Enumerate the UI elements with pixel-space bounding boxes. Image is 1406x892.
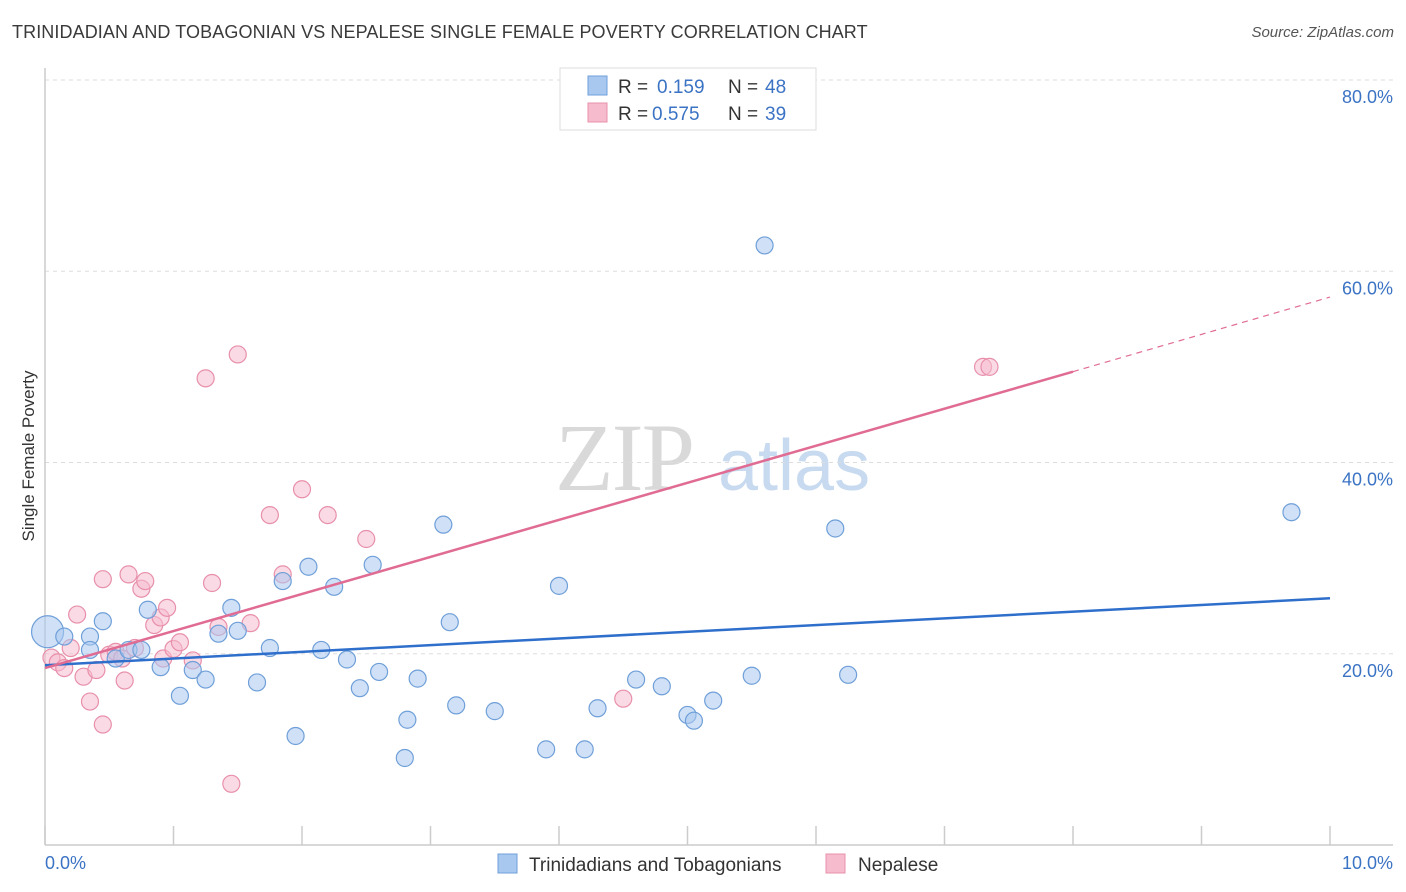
y-tick-labels: 20.0% 40.0% 60.0% 80.0%	[1342, 87, 1393, 681]
nepalese-point	[157, 598, 177, 617]
trinidadian-point	[395, 748, 414, 768]
trinidadian-point	[93, 612, 112, 631]
trinidadian-point	[826, 519, 845, 538]
legend: R = 0.159 N = 48 R = 0.575 N = 39	[559, 67, 817, 131]
trinidadian-point	[485, 702, 504, 721]
nepalese-point	[93, 715, 112, 734]
trinidadian-point	[652, 677, 671, 696]
trinidadian-point	[55, 627, 74, 646]
trend-line-nepalese-extension	[1072, 296, 1331, 373]
trinidadian-point	[151, 658, 170, 677]
nepalese-point	[136, 571, 155, 591]
nepalese-point	[260, 505, 279, 525]
nepalese-point	[228, 345, 247, 364]
legend-swatch-blue	[587, 75, 608, 96]
trinidadian-point	[588, 699, 607, 718]
bottom-legend-swatch-blue	[497, 853, 518, 874]
legend-r-value-2: 0.575	[652, 104, 700, 125]
legend-n-label-1: N =	[728, 77, 758, 98]
source-label: Source: ZipAtlas.com	[1251, 24, 1394, 41]
trinidadian-point	[704, 691, 723, 710]
trinidadian-point	[228, 621, 247, 640]
nepalese-point	[119, 565, 138, 584]
nepalese-point	[318, 505, 337, 525]
trinidadian-point	[209, 624, 228, 643]
legend-n-value-1: 48	[765, 77, 786, 98]
legend-n-value-2: 39	[765, 104, 786, 125]
series-nepalese-points	[42, 345, 999, 793]
nepalese-point	[170, 633, 190, 652]
trinidadian-point	[434, 515, 453, 534]
y-tick-label-40: 40.0%	[1342, 470, 1393, 490]
nepalese-point	[68, 605, 87, 624]
nepalese-point	[93, 570, 112, 589]
bottom-legend-label-nepalese: Nepalese	[858, 855, 938, 876]
trinidadian-point	[299, 557, 318, 576]
nepalese-point	[222, 774, 241, 793]
trinidadian-point	[549, 576, 569, 595]
y-tick-label-20: 20.0%	[1342, 661, 1393, 681]
nepalese-point	[80, 692, 100, 711]
y-tick-label-80: 80.0%	[1342, 87, 1393, 107]
trinidadian-point	[742, 666, 761, 685]
nepalese-point	[614, 689, 633, 708]
trend-line-nepalese	[44, 370, 1074, 670]
trinidadian-point	[132, 640, 151, 660]
x-tick-label-max: 10.0%	[1342, 853, 1393, 873]
trend-line-trinidadian	[44, 597, 1331, 667]
trinidadian-point	[170, 686, 190, 705]
trinidadian-point	[440, 613, 459, 632]
trinidadian-point	[337, 650, 357, 669]
trinidadian-point	[755, 236, 774, 255]
trinidadian-point	[247, 673, 267, 692]
legend-swatch-pink	[587, 102, 608, 123]
bottom-legend-swatch-pink	[825, 853, 846, 874]
bottom-legend: Trinidadians and Tobagonians Nepalese	[497, 853, 938, 876]
legend-r-value-1: 0.159	[657, 77, 705, 98]
trinidadian-point	[684, 711, 704, 730]
y-axis-label: Single Female Poverty	[19, 370, 38, 542]
trinidadian-point	[183, 660, 202, 680]
trinidadian-point	[138, 600, 157, 619]
watermark-zip: ZIP	[555, 404, 693, 511]
trinidadian-point	[286, 726, 305, 746]
trinidadian-point	[575, 740, 594, 759]
nepalese-point	[202, 573, 222, 593]
nepalese-point	[115, 671, 134, 690]
legend-r-label-1: R =	[618, 77, 648, 98]
watermark: ZIP atlas	[555, 404, 870, 511]
trinidadian-point	[398, 710, 417, 729]
nepalese-point	[357, 529, 376, 549]
bottom-legend-label-trinidadian: Trinidadians and Tobagonians	[529, 855, 781, 876]
trinidadian-point	[537, 740, 556, 759]
legend-r-label-2: R =	[618, 104, 648, 125]
nepalese-point	[980, 357, 999, 376]
trinidadian-point	[1282, 503, 1301, 522]
trinidadian-point	[370, 662, 389, 682]
trinidadian-point	[626, 670, 646, 689]
chart-title: TRINIDADIAN AND TOBAGONIAN VS NEPALESE S…	[12, 22, 868, 42]
trinidadian-point	[350, 679, 369, 698]
series-trinidadian-points	[30, 236, 1301, 768]
trinidadian-point	[196, 670, 215, 689]
nepalese-point	[196, 369, 215, 388]
gridlines	[45, 79, 1393, 655]
y-tick-label-60: 60.0%	[1342, 278, 1393, 298]
trinidadian-point	[839, 665, 858, 684]
nepalese-point	[292, 480, 312, 499]
trend-lines	[44, 296, 1331, 670]
x-tick-label-min: 0.0%	[45, 853, 86, 873]
legend-n-label-2: N =	[728, 104, 758, 125]
x-tick-marks	[44, 826, 1331, 845]
trinidadian-point	[273, 571, 292, 591]
trinidadian-point	[447, 696, 466, 715]
trinidadian-point	[408, 669, 427, 688]
